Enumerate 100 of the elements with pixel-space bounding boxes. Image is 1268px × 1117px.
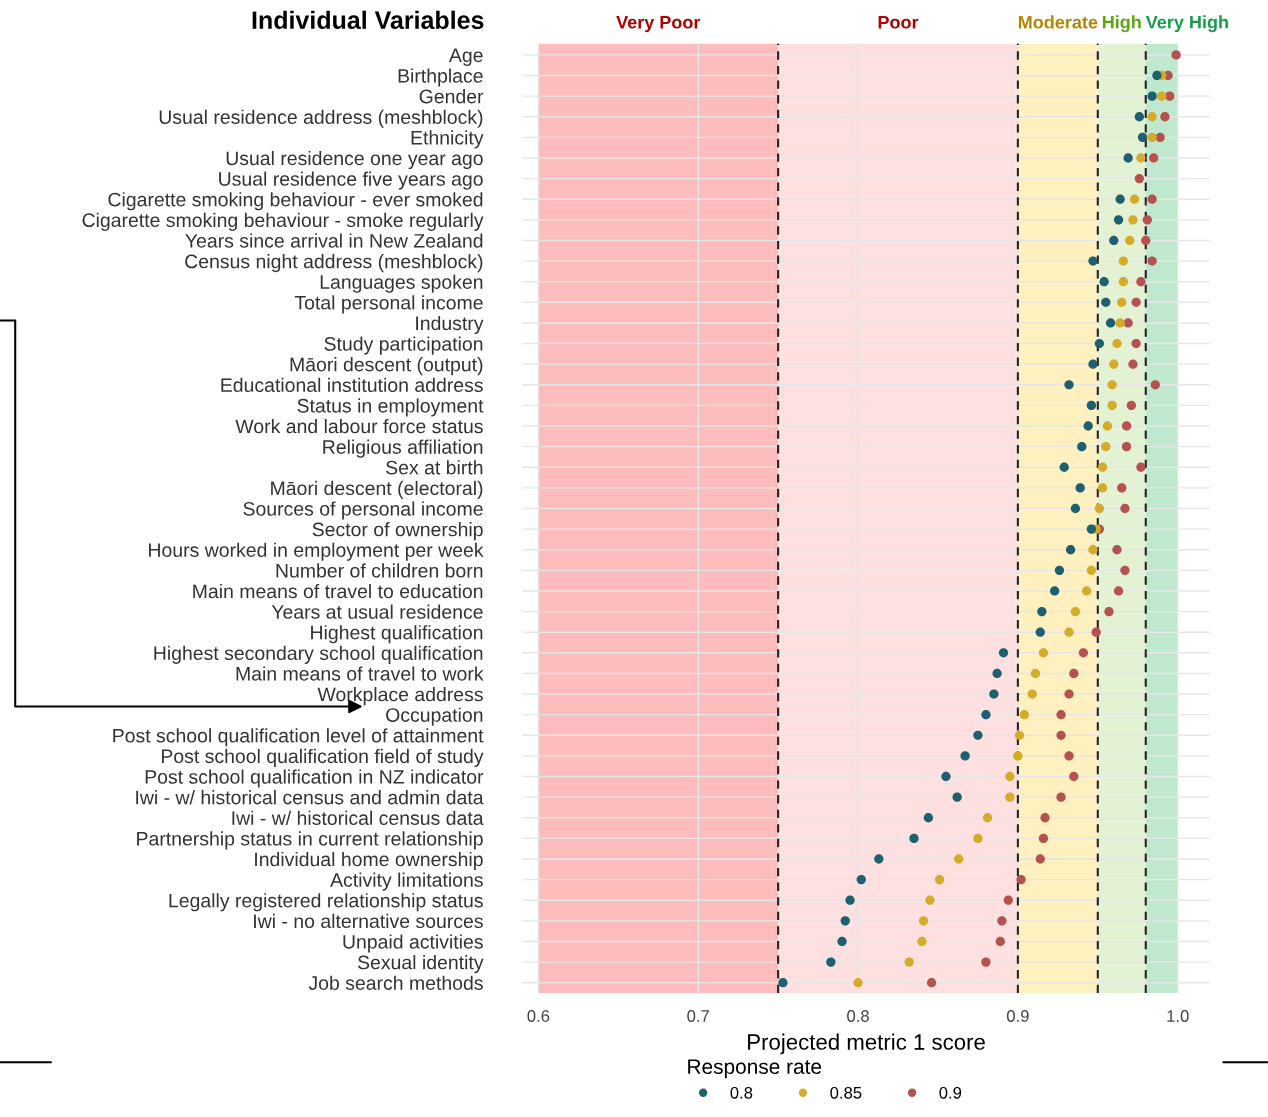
y-tick-label: Sex at birth <box>386 460 483 475</box>
point <box>1038 833 1049 844</box>
point <box>1104 606 1114 617</box>
point <box>1083 421 1093 431</box>
point <box>1120 503 1130 514</box>
x-tick-label: 0.9 <box>1006 1010 1029 1022</box>
point <box>1121 421 1132 431</box>
y-tick-label: Study participation <box>324 336 483 355</box>
y-tick-label: Total personal income <box>294 295 483 314</box>
point <box>1065 545 1076 555</box>
point <box>1070 606 1081 617</box>
band-label: Very Poor <box>616 16 701 33</box>
point <box>1157 91 1167 101</box>
point <box>1142 215 1152 225</box>
point <box>1099 277 1109 287</box>
y-tick-label: Age <box>448 48 483 66</box>
point <box>1109 359 1119 369</box>
x-tick-label: 1.0 <box>1167 1010 1189 1022</box>
point <box>1155 132 1165 143</box>
point <box>1035 627 1045 637</box>
point <box>1101 297 1111 307</box>
point <box>1059 462 1069 472</box>
y-tick-label: Post school qualification level of attainment <box>113 728 484 747</box>
point <box>941 771 951 782</box>
point <box>837 936 847 947</box>
band-label: Moderate <box>1018 15 1098 29</box>
point <box>1117 483 1127 493</box>
point <box>1056 792 1066 802</box>
point <box>918 916 929 926</box>
point <box>1049 586 1060 596</box>
point <box>1088 545 1098 555</box>
point <box>954 854 964 864</box>
point <box>1160 112 1170 122</box>
point <box>1064 751 1074 761</box>
y-tick-label: Māori descent (output) <box>290 357 483 376</box>
band-label: Very High <box>1145 15 1228 33</box>
point <box>989 689 999 699</box>
point <box>1101 441 1111 452</box>
point <box>909 833 919 844</box>
point <box>1097 483 1108 493</box>
y-tick-label: Birthplace <box>398 68 483 87</box>
y-tick-label: Highest qualification <box>311 625 483 644</box>
point <box>973 833 983 844</box>
point <box>960 751 970 761</box>
x-tick-label: 0.7 <box>687 1010 709 1022</box>
point <box>856 874 866 885</box>
point <box>1147 194 1157 204</box>
point <box>1105 318 1116 328</box>
point <box>1147 132 1157 143</box>
point <box>1088 256 1098 266</box>
y-tick-label: Unpaid activities <box>343 934 483 953</box>
y-tick-label: Religious affiliation <box>323 439 483 458</box>
point <box>981 957 991 967</box>
legend-label: 0.9 <box>939 1086 962 1099</box>
y-tick-label: Individual home ownership <box>255 851 483 871</box>
point <box>1123 153 1133 163</box>
point <box>840 916 850 926</box>
point <box>1149 153 1159 163</box>
point <box>1131 338 1141 349</box>
band-label: High <box>1102 15 1141 33</box>
point <box>1117 297 1127 307</box>
point <box>1134 112 1145 122</box>
y-tick-label: Educational institution address <box>221 377 483 393</box>
point <box>1094 338 1105 349</box>
y-tick-label: Workplace address <box>317 687 483 706</box>
point <box>1019 710 1029 720</box>
point <box>874 854 884 864</box>
y-tick-label: Post school qualification in NZ indicator <box>145 769 484 788</box>
point <box>1056 730 1066 740</box>
point <box>1150 380 1160 390</box>
y-tick-label: Māori descent (electoral) <box>271 480 483 499</box>
y-tick-label: Years at usual residence <box>271 604 483 619</box>
point <box>1077 441 1087 452</box>
point <box>1134 173 1145 184</box>
y-tick-label: Post school qualification field of study <box>161 748 484 767</box>
point <box>1094 503 1105 514</box>
y-tick-label: Ethnicity <box>411 130 484 149</box>
point <box>1097 462 1108 472</box>
point <box>1081 586 1092 596</box>
point <box>1107 400 1117 411</box>
point <box>1171 50 1181 60</box>
point <box>1064 380 1074 390</box>
point <box>1141 235 1151 246</box>
y-tick-label: Gender <box>419 89 484 104</box>
y-tick-label: Hours worked in employment per week <box>149 542 484 561</box>
y-tick-label: Cigarette smoking behaviour - smoke regularly <box>82 212 484 231</box>
y-tick-label: Activity limitations <box>330 872 483 891</box>
y-tick-label: Highest secondary school qualification <box>154 645 483 664</box>
y-tick-label: Iwi - w/ historical census and admin data <box>136 790 484 805</box>
point <box>1113 586 1124 596</box>
y-tick-label: Industry <box>416 315 484 335</box>
point <box>845 895 855 905</box>
point <box>1165 91 1175 101</box>
y-tick-label: Main means of travel to education <box>193 583 483 599</box>
point <box>973 730 983 740</box>
point <box>1136 277 1146 287</box>
point <box>1088 359 1098 369</box>
point <box>952 792 962 802</box>
point <box>925 895 935 905</box>
point <box>1112 545 1122 555</box>
